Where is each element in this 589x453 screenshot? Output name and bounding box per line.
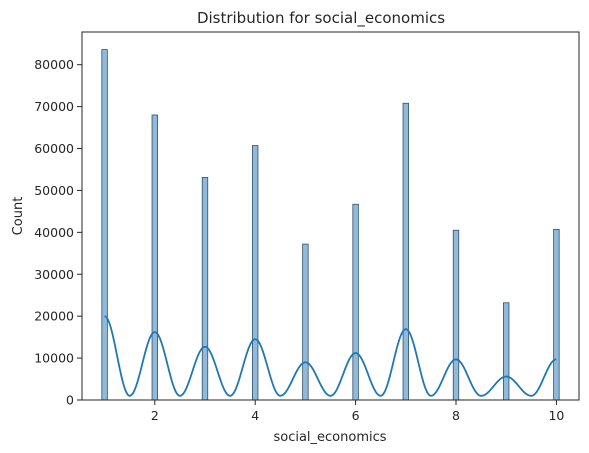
histogram-bar <box>452 229 460 401</box>
histogram-bar <box>252 145 259 401</box>
plot-area <box>101 49 560 401</box>
histogram-bar <box>503 302 510 401</box>
histogram-bar <box>553 229 560 401</box>
x-tick-label: 2 <box>151 408 159 423</box>
histogram-bar <box>352 203 359 401</box>
y-tick-label: 40000 <box>34 225 74 240</box>
x-tick-label: 4 <box>251 408 259 423</box>
y-axis-label: Count <box>11 197 26 236</box>
y-tick-label: 50000 <box>34 183 74 198</box>
y-tick-label: 0 <box>66 393 74 408</box>
histogram-bar <box>151 114 158 401</box>
histogram-bar <box>101 49 108 401</box>
x-tick-label: 10 <box>548 408 564 423</box>
y-tick-label: 10000 <box>34 351 74 366</box>
kde-line <box>104 315 557 397</box>
plot-frame <box>81 31 580 401</box>
y-tick-label: 20000 <box>34 309 74 324</box>
histogram-bar <box>402 102 409 401</box>
y-tick-label: 60000 <box>34 141 74 156</box>
y-tick-label: 30000 <box>34 267 74 282</box>
x-tick-label: 6 <box>352 408 360 423</box>
histogram-bar <box>302 243 309 401</box>
chart-title: Distribution for social_economics <box>197 9 445 28</box>
y-tick-label: 70000 <box>34 99 74 114</box>
y-tick-label: 80000 <box>34 57 74 72</box>
histogram-bar <box>201 177 209 401</box>
x-axis-label: social_economics <box>273 430 386 445</box>
x-tick-label: 8 <box>452 408 460 423</box>
